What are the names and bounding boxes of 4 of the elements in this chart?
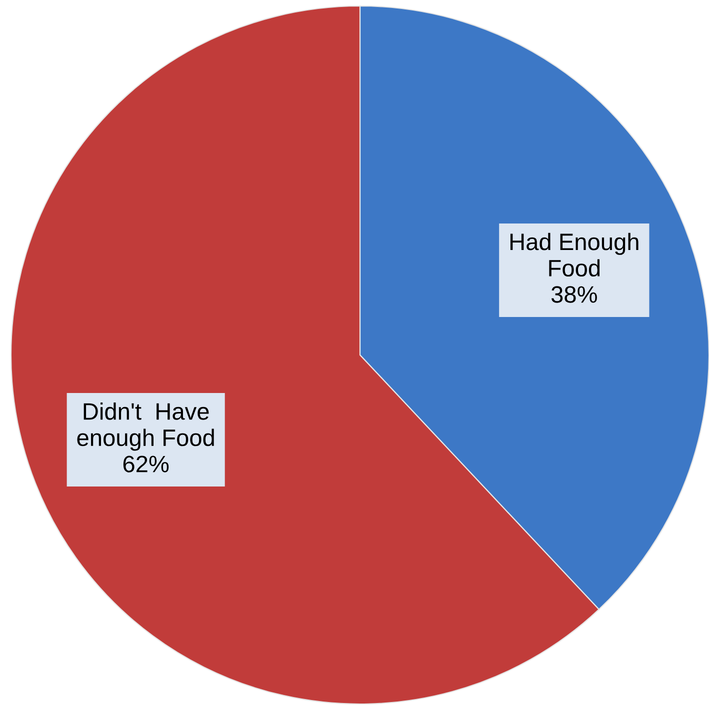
slice-label: Didn't Have enough Food [77, 402, 214, 451]
slice-label: Had Enough Food [510, 232, 638, 277]
data-label: 38% [551, 286, 597, 303]
data-label: 62% [123, 456, 169, 472]
